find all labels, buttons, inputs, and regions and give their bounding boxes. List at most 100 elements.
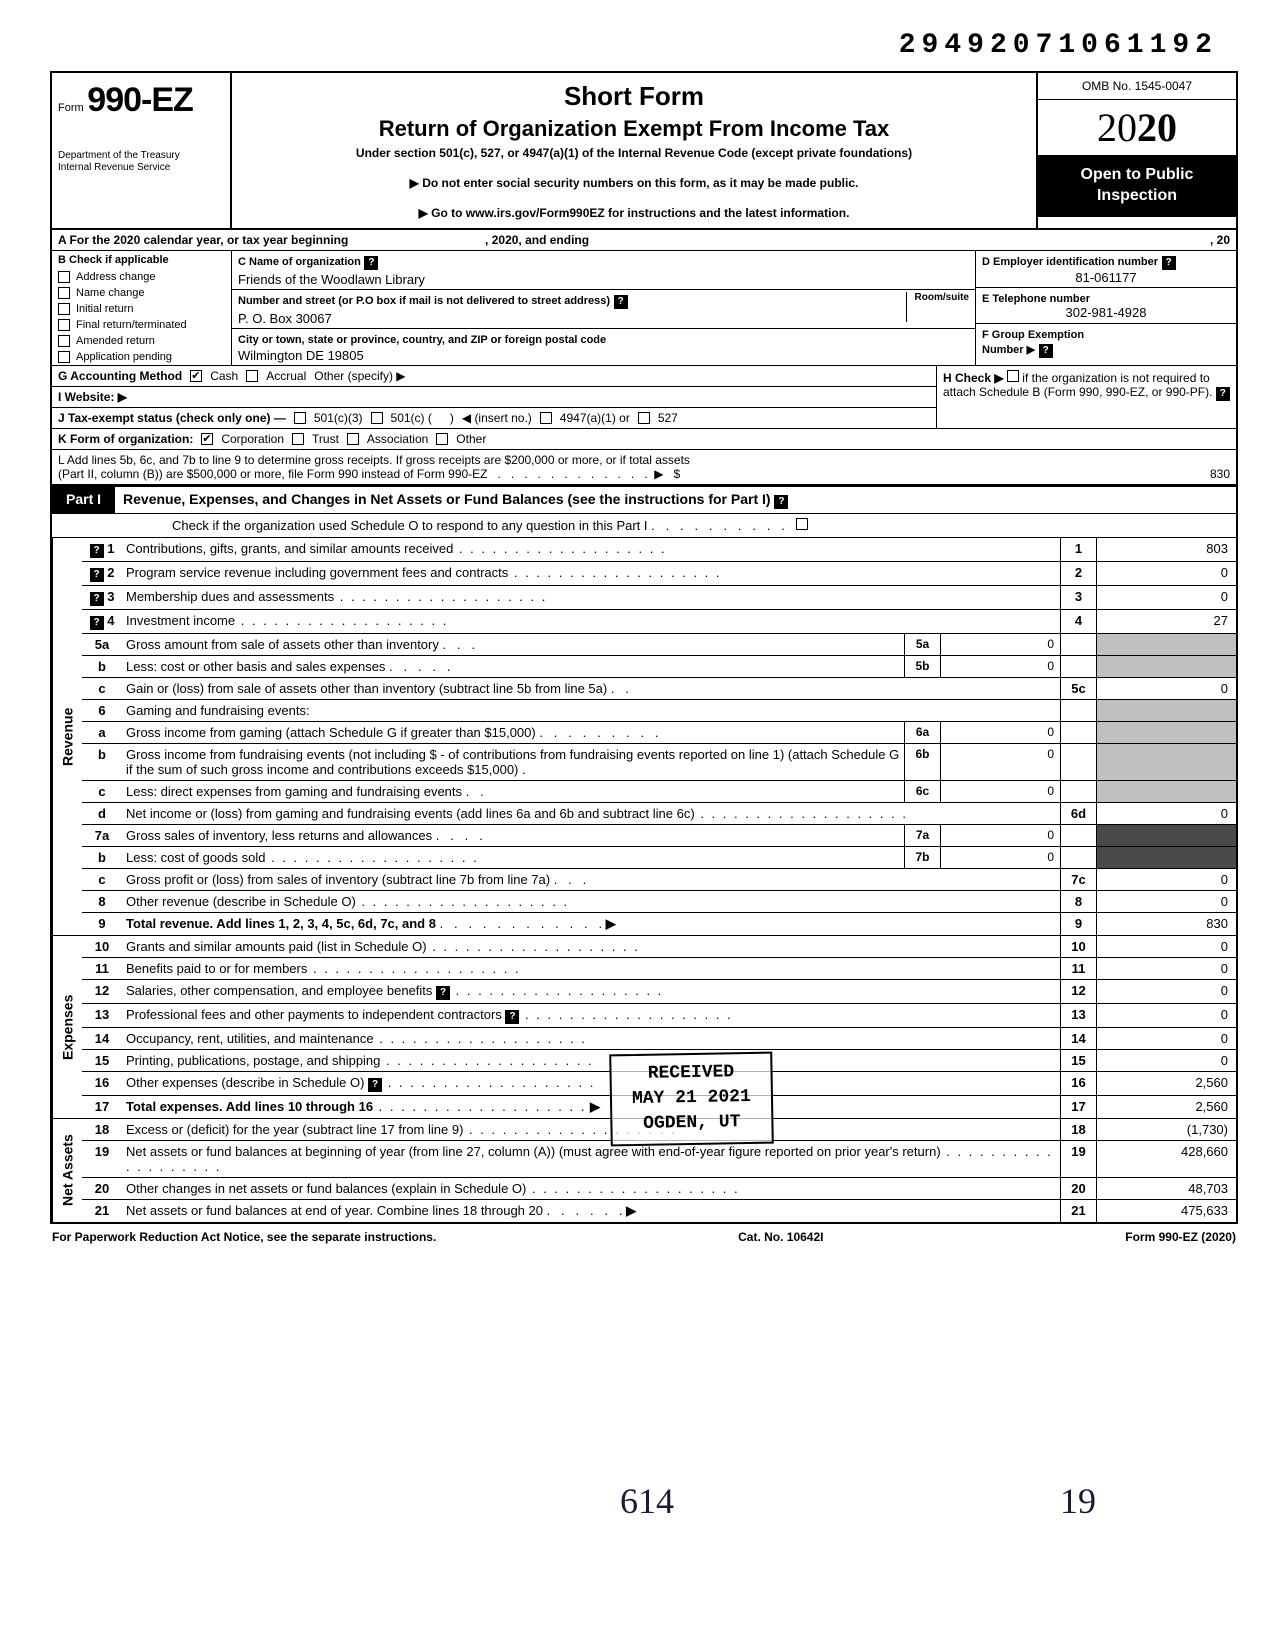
irs-label: Internal Revenue Service — [58, 162, 224, 174]
line-6c-box: 6c — [904, 781, 940, 802]
line-1-box: 1 — [1060, 538, 1096, 561]
chk-amended-return[interactable] — [58, 335, 70, 347]
received-stamp: RECEIVED MAY 21 2021 OGDEN, UT — [609, 1052, 773, 1146]
footer-form-ref: Form 990-EZ (2020) — [1125, 1230, 1236, 1244]
line-10-desc: Grants and similar amounts paid (list in… — [126, 939, 427, 954]
chk-corporation[interactable] — [201, 433, 213, 445]
help-icon[interactable]: ? — [364, 256, 378, 270]
line-11-num: 11 — [82, 958, 122, 979]
line-14-val: 0 — [1096, 1028, 1236, 1049]
help-icon[interactable]: ? — [368, 1078, 382, 1092]
help-icon[interactable]: ? — [614, 295, 628, 309]
revenue-side-label: Revenue — [52, 538, 82, 935]
header-left: Form 990-EZ Department of the Treasury I… — [52, 73, 232, 228]
line-k: K Form of organization: Corporation Trus… — [52, 429, 1236, 450]
line-6b-box: 6b — [904, 744, 940, 780]
year-digit-1: 2 — [1097, 105, 1117, 150]
row-a-tax-year: A For the 2020 calendar year, or tax yea… — [52, 230, 1236, 251]
line-14-num: 14 — [82, 1028, 122, 1049]
line-6a-box: 6a — [904, 722, 940, 743]
handwritten-note-1: 614 — [620, 1480, 674, 1522]
chk-application-pending[interactable] — [58, 351, 70, 363]
chk-4947[interactable] — [540, 412, 552, 424]
lbl-4947: 4947(a)(1) or — [560, 411, 630, 425]
city-label: City or town, state or province, country… — [238, 334, 606, 346]
help-icon[interactable]: ? — [774, 495, 788, 509]
line-3-box: 3 — [1060, 586, 1096, 609]
line-13-desc: Professional fees and other payments to … — [126, 1007, 502, 1022]
line-7b-val: 0 — [940, 847, 1060, 868]
line-16-val: 2,560 — [1096, 1072, 1236, 1095]
dark-cell — [1060, 847, 1096, 868]
footer-left: For Paperwork Reduction Act Notice, see … — [52, 1230, 436, 1244]
chk-association[interactable] — [347, 433, 359, 445]
help-icon[interactable]: ? — [90, 568, 104, 582]
chk-other-org[interactable] — [436, 433, 448, 445]
line-7c-num: c — [82, 869, 122, 890]
shaded-cell — [1060, 781, 1096, 802]
chk-accrual[interactable] — [246, 370, 258, 382]
line-19-box: 19 — [1060, 1141, 1096, 1177]
line-5c-desc: Gain or (loss) from sale of assets other… — [126, 681, 607, 696]
line-14-desc: Occupancy, rent, utilities, and maintena… — [126, 1031, 374, 1046]
dept-treasury: Department of the Treasury — [58, 150, 224, 162]
chk-schedule-b[interactable] — [1007, 370, 1019, 382]
omb-number: OMB No. 1545-0047 — [1038, 73, 1236, 100]
room-suite-label: Room/suite — [906, 292, 969, 322]
line-21-desc: Net assets or fund balances at end of ye… — [126, 1203, 543, 1218]
chk-527[interactable] — [638, 412, 650, 424]
short-form-label: Short Form — [242, 81, 1026, 112]
line-1-num: 1 — [107, 541, 114, 556]
header-right: OMB No. 1545-0047 2020 Open to Public In… — [1036, 73, 1236, 228]
line-5c-num: c — [82, 678, 122, 699]
street-value: P. O. Box 30067 — [238, 311, 969, 326]
help-icon[interactable]: ? — [1039, 344, 1053, 358]
ein-label: D Employer identification number — [982, 256, 1158, 268]
tax-year: 2020 — [1038, 100, 1236, 155]
line-j: J Tax-exempt status (check only one) — 5… — [52, 408, 936, 428]
open-to-public: Open to Public Inspection — [1038, 155, 1236, 217]
line-13-val: 0 — [1096, 1004, 1236, 1027]
lbl-name-change: Name change — [76, 287, 145, 299]
phone-value: 302-981-4928 — [982, 305, 1230, 320]
line-18-val: (1,730) — [1096, 1119, 1236, 1140]
shaded-cell — [1060, 744, 1096, 780]
chk-cash[interactable] — [190, 370, 202, 382]
help-icon[interactable]: ? — [90, 544, 104, 558]
help-icon[interactable]: ? — [90, 592, 104, 606]
line-10-val: 0 — [1096, 936, 1236, 957]
dark-cell — [1060, 825, 1096, 846]
chk-name-change[interactable] — [58, 287, 70, 299]
line-3-val: 0 — [1096, 586, 1236, 609]
shaded-cell — [1096, 744, 1236, 780]
line-g-label: G Accounting Method — [58, 369, 182, 383]
chk-final-return[interactable] — [58, 319, 70, 331]
line-6-num: 6 — [82, 700, 122, 721]
chk-address-change[interactable] — [58, 271, 70, 283]
line-5a-desc: Gross amount from sale of assets other t… — [126, 637, 439, 652]
line-6c-num: c — [82, 781, 122, 802]
chk-501c[interactable] — [371, 412, 383, 424]
shaded-cell — [1060, 656, 1096, 677]
chk-schedule-o[interactable] — [796, 518, 808, 530]
instruction-1: ▶ Do not enter social security numbers o… — [242, 176, 1026, 190]
help-icon[interactable]: ? — [90, 616, 104, 630]
line-8-val: 0 — [1096, 891, 1236, 912]
stamp-location: OGDEN, UT — [632, 1110, 751, 1137]
line-7a-desc: Gross sales of inventory, less returns a… — [126, 828, 432, 843]
shaded-cell — [1060, 634, 1096, 655]
line-8-num: 8 — [82, 891, 122, 912]
help-icon[interactable]: ? — [1216, 387, 1230, 401]
chk-initial-return[interactable] — [58, 303, 70, 315]
help-icon[interactable]: ? — [505, 1010, 519, 1024]
dark-cell — [1096, 825, 1236, 846]
line-3-num: 3 — [107, 589, 114, 604]
chk-trust[interactable] — [292, 433, 304, 445]
help-icon[interactable]: ? — [1162, 256, 1176, 270]
column-b: B Check if applicable Address change Nam… — [52, 251, 232, 365]
handwritten-note-2: 19 — [1060, 1480, 1096, 1522]
help-icon[interactable]: ? — [436, 986, 450, 1000]
line-l: L Add lines 5b, 6c, and 7b to line 9 to … — [52, 450, 1236, 485]
chk-501c3[interactable] — [294, 412, 306, 424]
stamp-received-text: RECEIVED — [631, 1060, 750, 1087]
